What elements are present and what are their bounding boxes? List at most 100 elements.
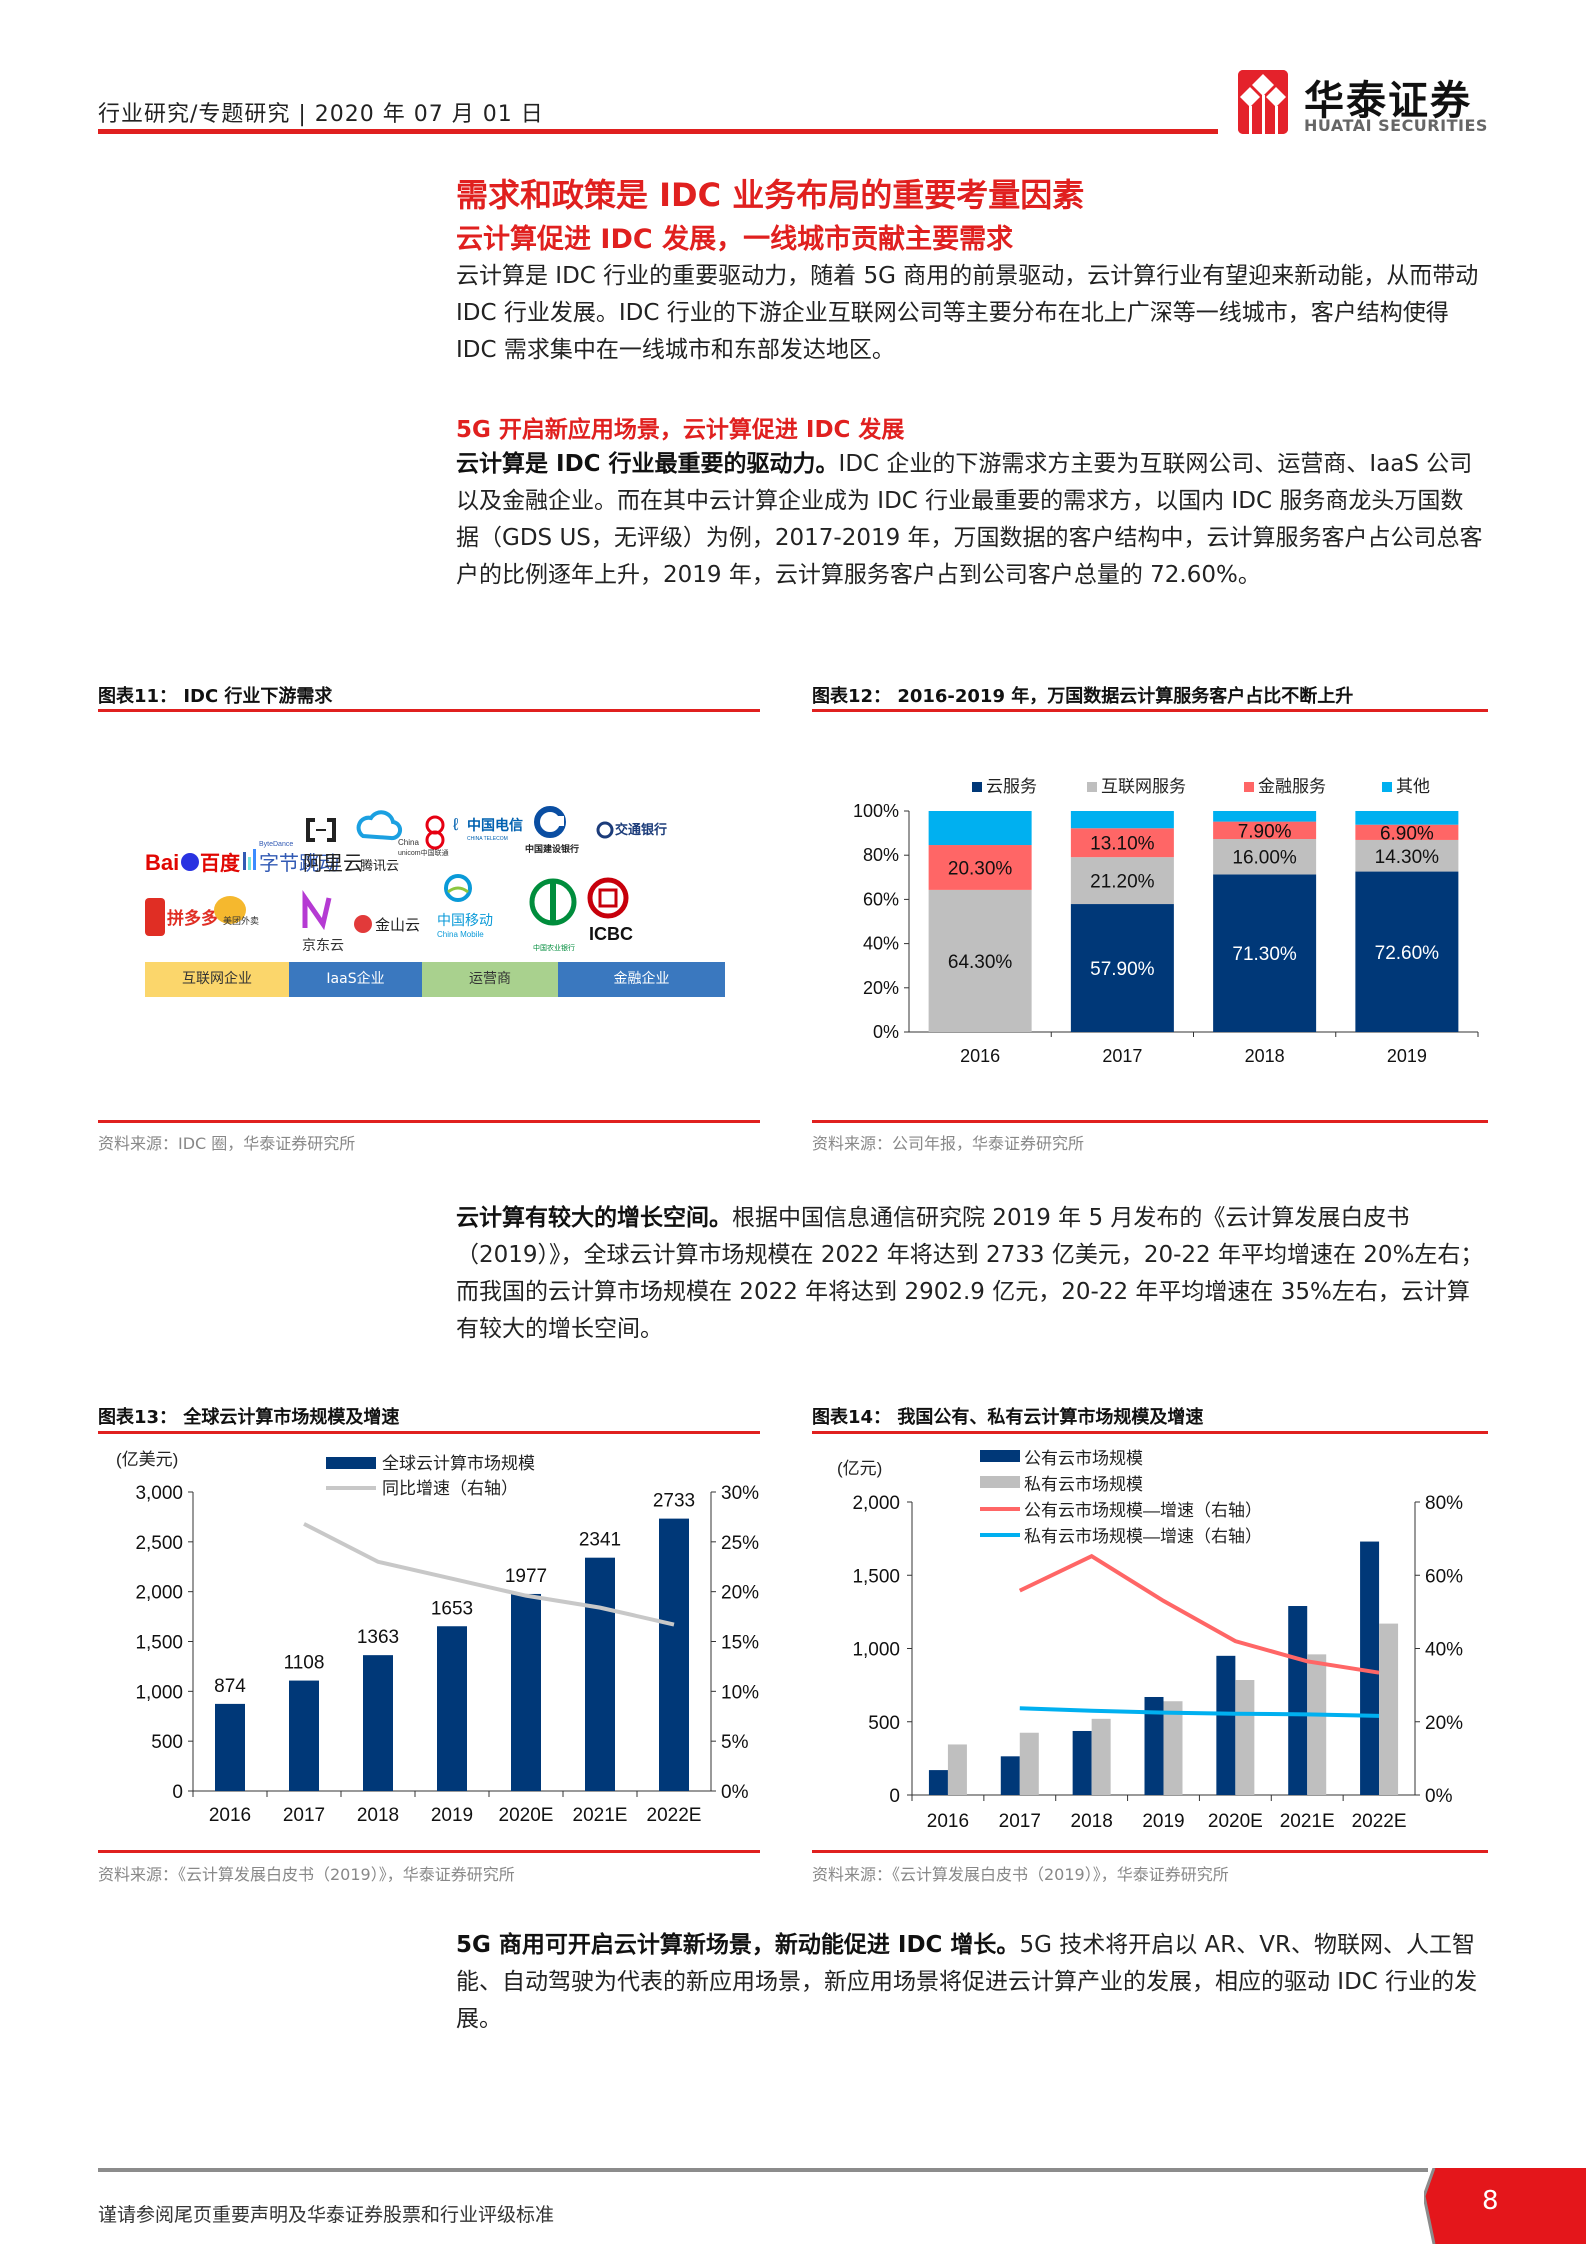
svg-text:公有云市场规模: 公有云市场规模	[1024, 1449, 1143, 1468]
header-divider	[98, 129, 1218, 134]
svg-text:1,000: 1,000	[135, 1682, 183, 1703]
figure-14-top-rule	[812, 1431, 1488, 1434]
svg-text:China: China	[398, 838, 419, 847]
svg-text:(亿美元): (亿美元)	[116, 1450, 178, 1469]
svg-text:6.90%: 6.90%	[1380, 823, 1434, 844]
bar-segment	[1355, 824, 1459, 840]
svg-text:2017: 2017	[999, 1811, 1041, 1832]
svg-text:阿里云: 阿里云	[303, 852, 363, 875]
svg-text:2,000: 2,000	[852, 1493, 900, 1514]
footer-disclaimer: 谨请参阅尾页重要声明及华泰证券股票和行业评级标准	[98, 2204, 555, 2226]
bar	[659, 1518, 689, 1791]
svg-text:20.30%: 20.30%	[948, 858, 1013, 879]
svg-text:1977: 1977	[505, 1566, 547, 1587]
bar	[1000, 1756, 1020, 1795]
svg-text:美团外卖: 美团外卖	[223, 915, 259, 926]
svg-text:7.90%: 7.90%	[1238, 821, 1292, 842]
bar	[289, 1680, 319, 1791]
svg-text:72.60%: 72.60%	[1375, 943, 1440, 964]
svg-text:私有云市场规模: 私有云市场规模	[1024, 1475, 1143, 1494]
bar-segment	[1213, 811, 1317, 822]
tencent-cloud-logo-icon: 腾讯云	[356, 810, 403, 873]
bar-segment	[928, 845, 1032, 890]
bar-segment	[1070, 828, 1174, 858]
svg-text:500: 500	[151, 1732, 183, 1753]
svg-text:1108: 1108	[284, 1653, 325, 1674]
svg-text:57.90%: 57.90%	[1090, 959, 1155, 980]
svg-text:25%: 25%	[721, 1533, 759, 1554]
figure-11-source: 资料来源：IDC 圈，华泰证券研究所	[98, 1134, 356, 1153]
svg-text:2018: 2018	[1071, 1811, 1113, 1832]
svg-text:2017: 2017	[283, 1805, 325, 1826]
paragraph-4-lead: 5G 商用可开启云计算新场景，新动能促进 IDC 增长。	[456, 1932, 1020, 1958]
page-number: 8	[1482, 2186, 1499, 2216]
svg-text:unicom中国联通: unicom中国联通	[398, 848, 449, 857]
svg-text:0: 0	[889, 1786, 900, 1807]
legend-label: 金融服务	[1258, 777, 1326, 796]
figure-13-source: 资料来源：《云计算发展白皮书（2019）》，华泰证券研究所	[98, 1865, 515, 1884]
bar-segment	[1213, 821, 1317, 840]
svg-text:40%: 40%	[1425, 1640, 1463, 1661]
figure-13-title: 图表13： 全球云计算市场规模及增速	[98, 1407, 400, 1428]
breadcrumb: 行业研究/专题研究 | 2020 年 07 月 01 日	[98, 102, 544, 127]
svg-text:金山云: 金山云	[375, 917, 420, 934]
figure-11-category-bar: 互联网企业 IaaS企业 运营商 金融企业	[145, 962, 725, 997]
svg-text:ℓ: ℓ	[452, 815, 459, 834]
svg-text:14.30%: 14.30%	[1375, 847, 1440, 868]
bar	[585, 1557, 615, 1791]
kingsoft-cloud-logo-icon: 金山云	[354, 915, 420, 934]
page-number-tab: 8	[1422, 2167, 1586, 2245]
svg-text:2341: 2341	[579, 1530, 621, 1551]
legend-swatch	[1087, 782, 1097, 792]
bar	[437, 1626, 467, 1791]
svg-text:中国移动: 中国移动	[437, 912, 493, 928]
figure-14-chart: (亿元) 公有云市场规模 私有云市场规模 公有云市场规模—增速（右轴） 私有云市场规模—…	[812, 1437, 1488, 1846]
bar	[1163, 1701, 1183, 1795]
svg-text:16.00%: 16.00%	[1232, 848, 1297, 869]
svg-text:2022E: 2022E	[1352, 1811, 1407, 1832]
svg-text:10%: 10%	[721, 1682, 759, 1703]
svg-text:2020E: 2020E	[499, 1805, 554, 1826]
svg-text:2018: 2018	[357, 1805, 399, 1826]
svg-text:ICBC: ICBC	[589, 924, 633, 944]
svg-text:0: 0	[172, 1782, 183, 1803]
svg-text:CHINA TELECOM: CHINA TELECOM	[467, 836, 508, 842]
bar	[363, 1655, 393, 1791]
jd-cloud-logo-icon: 京东云	[302, 889, 344, 953]
figure-14-source: 资料来源：《云计算发展白皮书（2019）》，华泰证券研究所	[812, 1865, 1229, 1884]
huatai-logo: 华泰证券 HUATAI SECURITIES	[1238, 70, 1528, 140]
figure-14-bottom-rule	[812, 1850, 1488, 1853]
bocom-logo-icon: 交通银行	[596, 821, 667, 839]
svg-text:71.30%: 71.30%	[1232, 944, 1297, 965]
bar	[1288, 1606, 1308, 1795]
figure-11-top-rule	[98, 709, 760, 712]
bar	[1144, 1696, 1164, 1795]
bar	[1360, 1541, 1380, 1795]
figure-12-top-rule	[812, 709, 1488, 712]
figure-11-logo-grid: Bai 百度 ByteDance 字节跳动 阿里云 腾讯云 China unic…	[145, 800, 725, 1010]
paragraph-4-body: 5G 技术将开启以 AR、VR、物联网、人工智能、自动驾驶为代表的新应用场景，新…	[456, 1932, 1478, 2032]
svg-text:500: 500	[868, 1713, 900, 1734]
svg-text:交通银行: 交通银行	[615, 822, 667, 837]
svg-text:公有云市场规模—增速（右轴）: 公有云市场规模—增速（右轴）	[1024, 1501, 1262, 1520]
paragraph-2: 云计算是 IDC 行业最重要的驱动力。IDC 企业的下游需求方主要为互联网公司、…	[456, 446, 1486, 594]
svg-text:2021E: 2021E	[573, 1805, 628, 1826]
paragraph-4: 5G 商用可开启云计算新场景，新动能促进 IDC 增长。5G 技术将开启以 AR…	[456, 1927, 1486, 2038]
svg-text:京东云: 京东云	[302, 937, 344, 953]
svg-text:15%: 15%	[721, 1633, 759, 1654]
svg-text:2019: 2019	[1142, 1811, 1184, 1832]
bar-segment	[1213, 839, 1317, 875]
legend-swatch	[972, 782, 982, 792]
svg-text:私有云市场规模—增速（右轴）: 私有云市场规模—增速（右轴）	[1024, 1527, 1262, 1546]
svg-text:2020E: 2020E	[1208, 1811, 1263, 1832]
legend-label: 其他	[1396, 777, 1430, 796]
svg-text:2016: 2016	[209, 1805, 251, 1826]
svg-text:2,000: 2,000	[135, 1583, 183, 1604]
svg-text:全球云计算市场规模: 全球云计算市场规模	[382, 1454, 535, 1473]
logo-text-cn: 华泰证券	[1304, 78, 1472, 124]
svg-text:20%: 20%	[1425, 1713, 1463, 1734]
figure-14-title: 图表14： 我国公有、私有云计算市场规模及增速	[812, 1407, 1204, 1428]
svg-text:0%: 0%	[721, 1782, 749, 1803]
svg-text:Bai: Bai	[145, 850, 179, 875]
svg-text:40%: 40%	[863, 934, 899, 954]
